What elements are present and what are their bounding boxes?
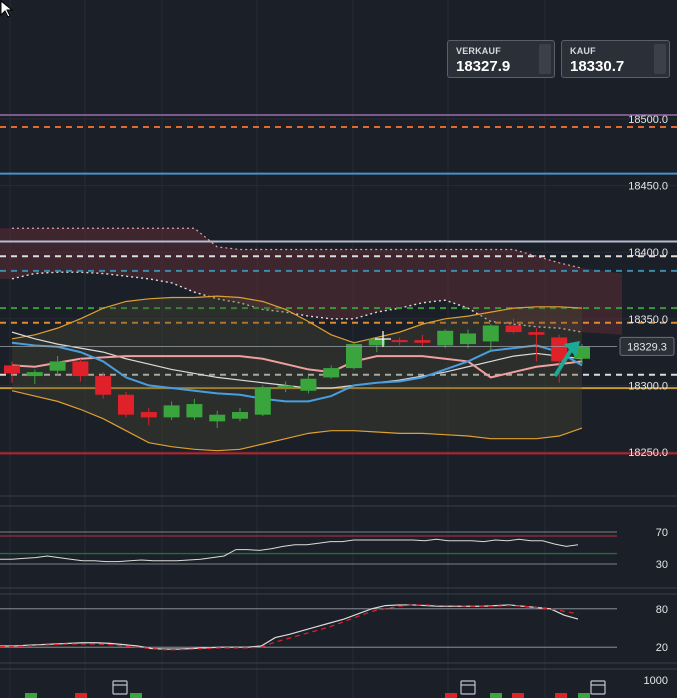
osc1-line bbox=[0, 538, 579, 563]
calendar-icon bbox=[590, 680, 606, 695]
candle-body bbox=[460, 333, 476, 345]
osc2-line bbox=[0, 604, 579, 651]
bollinger-lower-line bbox=[11, 390, 583, 452]
osc2-tick-label: 20 bbox=[656, 642, 668, 654]
volume-bar bbox=[75, 693, 87, 698]
cloud-upper-line bbox=[12, 227, 583, 269]
candle-body bbox=[574, 346, 590, 359]
calendar-icon bbox=[112, 680, 128, 695]
osc1-tick-label: 30 bbox=[656, 559, 668, 571]
volume-bar bbox=[578, 693, 590, 698]
osc2-tick-label: 80 bbox=[656, 604, 668, 616]
candle-body bbox=[528, 332, 545, 335]
volume-tick-label: 1000 bbox=[644, 675, 668, 687]
osc2-line bbox=[0, 604, 579, 650]
buy-quote-box[interactable]: KAUF 18330.7 bbox=[561, 40, 670, 78]
volume-bar bbox=[445, 693, 457, 698]
candle-body bbox=[254, 388, 271, 415]
volume-bar bbox=[512, 693, 524, 698]
mouse-cursor-icon bbox=[0, 0, 14, 18]
price-axis: 18500.0 18450.0 18400.0 18350.0 18300.0 18250… bbox=[0, 114, 675, 459]
chart-overlay bbox=[375, 331, 580, 378]
current-price-label: 18329.3 bbox=[627, 341, 667, 353]
oscillator-pane-1: 70 30 bbox=[0, 527, 668, 571]
candle-body bbox=[551, 337, 568, 362]
candle-body bbox=[140, 412, 157, 418]
candle-body bbox=[163, 405, 180, 418]
candle-body bbox=[277, 385, 294, 389]
bollinger-bands bbox=[11, 295, 583, 452]
price-tick-label: 18300.0 bbox=[628, 380, 668, 392]
candle-body bbox=[300, 378, 317, 391]
bollinger-upper-line bbox=[11, 295, 583, 344]
candle-body bbox=[391, 340, 408, 343]
trend-arrow-head-icon bbox=[564, 341, 580, 357]
buy-price: 18330.7 bbox=[570, 58, 625, 75]
candle-body bbox=[346, 344, 362, 369]
sell-quote-box[interactable]: VERKAUF 18327.9 bbox=[447, 40, 555, 78]
candle-body bbox=[118, 394, 134, 415]
volume-bar bbox=[555, 693, 567, 698]
sell-button[interactable] bbox=[539, 44, 551, 74]
ichimoku-cloud bbox=[0, 227, 622, 335]
calendar-icon bbox=[460, 680, 476, 695]
volume-pane: 1000 bbox=[25, 675, 668, 698]
price-tick-label: 18500.0 bbox=[628, 114, 668, 126]
moving-average-pink-line bbox=[11, 355, 583, 379]
price-tick-label: 18450.0 bbox=[628, 181, 668, 193]
volume-bar bbox=[130, 693, 142, 698]
moving-average-blue-line bbox=[11, 341, 583, 403]
candle-body bbox=[209, 414, 226, 422]
candle-body bbox=[505, 325, 522, 333]
candle-body bbox=[95, 376, 112, 395]
bollinger-fill bbox=[12, 296, 582, 451]
candle-body bbox=[323, 368, 340, 378]
horizontal-levels bbox=[0, 114, 677, 455]
candle-body bbox=[232, 412, 248, 419]
cloud-area bbox=[0, 228, 622, 335]
osc1-tick-label: 70 bbox=[656, 527, 668, 539]
volume-bar bbox=[25, 693, 37, 698]
crosshair-icon bbox=[375, 331, 391, 347]
buy-button[interactable] bbox=[654, 44, 666, 74]
price-tick-label: 18350.0 bbox=[628, 314, 668, 326]
candle-body bbox=[437, 330, 454, 346]
cloud-lower-line bbox=[11, 271, 583, 333]
current-price-tag bbox=[619, 336, 675, 356]
candle-body bbox=[49, 361, 66, 371]
sell-price: 18327.9 bbox=[456, 58, 511, 75]
candle-body bbox=[72, 361, 89, 377]
price-tick-label: 18400.0 bbox=[628, 247, 668, 259]
price-tick-label: 18250.0 bbox=[628, 447, 668, 459]
candlesticks bbox=[4, 318, 590, 429]
candle-body bbox=[4, 365, 20, 374]
candle-body bbox=[26, 372, 43, 377]
candle-body bbox=[414, 340, 431, 343]
trend-arrow-icon bbox=[553, 348, 573, 378]
candle-body bbox=[368, 338, 385, 346]
oscillator-pane-2: 80 20 bbox=[0, 604, 668, 654]
moving-averages bbox=[11, 331, 583, 403]
candle-body bbox=[186, 404, 203, 418]
candle-body bbox=[482, 325, 499, 342]
volume-bar bbox=[490, 693, 502, 698]
buy-label: KAUF bbox=[570, 46, 596, 56]
sell-label: VERKAUF bbox=[456, 46, 501, 56]
moving-average-white-line bbox=[11, 331, 583, 389]
